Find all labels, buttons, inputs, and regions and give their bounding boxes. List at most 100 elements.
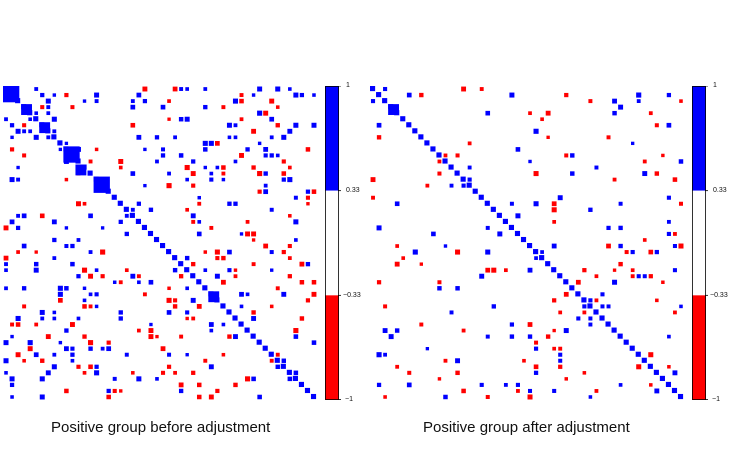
diagonal-cell: [196, 279, 202, 285]
positive-correlation-cell: [642, 274, 647, 279]
colorbar-segment-positive: [325, 86, 339, 191]
positive-correlation-cell: [64, 141, 69, 146]
positive-correlation-cell: [287, 128, 293, 134]
positive-correlation-cell: [672, 268, 677, 273]
positive-correlation-cell: [631, 141, 635, 146]
positive-correlation-cell: [269, 207, 274, 212]
positive-correlation-cell: [15, 225, 21, 231]
positive-correlation-cell: [281, 134, 287, 140]
positive-correlation-cell: [137, 280, 141, 285]
diagonal-cell: [147, 230, 154, 237]
positive-correlation-cell: [594, 165, 599, 170]
negative-correlation-cell: [118, 159, 124, 164]
positive-correlation-cell: [467, 165, 472, 170]
negative-correlation-cell: [383, 304, 388, 309]
positive-correlation-cell: [515, 147, 521, 152]
positive-correlation-cell: [40, 316, 45, 321]
negative-correlation-cell: [106, 394, 111, 400]
diagonal-cell: [587, 303, 593, 309]
colorbar-after: [692, 86, 708, 400]
positive-correlation-cell: [100, 346, 105, 351]
positive-correlation-cell: [34, 111, 39, 115]
positive-correlation-cell: [509, 201, 514, 206]
diagonal-cell: [671, 387, 678, 394]
positive-correlation-cell: [612, 98, 617, 104]
diagonal-cell: [490, 206, 496, 212]
positive-correlation-cell: [449, 183, 454, 188]
negative-correlation-cell: [215, 388, 220, 394]
diagonal-cell: [190, 273, 196, 279]
correlation-block: [208, 291, 220, 303]
positive-correlation-cell: [678, 159, 684, 164]
positive-correlation-cell: [227, 201, 232, 206]
positive-correlation-cell: [190, 297, 196, 303]
positive-correlation-cell: [287, 376, 293, 382]
positive-correlation-cell: [588, 395, 593, 399]
diagonal-cell: [533, 249, 539, 255]
negative-correlation-cell: [630, 268, 635, 273]
positive-correlation-cell: [185, 87, 190, 91]
positive-correlation-cell: [214, 273, 220, 279]
positive-correlation-cell: [227, 268, 232, 273]
negative-correlation-cell: [209, 225, 214, 230]
negative-correlation-cell: [305, 195, 310, 200]
negative-correlation-cell: [251, 238, 256, 242]
positive-correlation-cell: [209, 177, 214, 182]
negative-correlation-cell: [275, 123, 280, 128]
positive-correlation-cell: [184, 255, 190, 261]
positive-correlation-cell: [46, 111, 51, 116]
diagonal-cell: [430, 146, 436, 152]
diagonal-cell: [454, 170, 460, 176]
positive-correlation-cell: [82, 298, 87, 303]
positive-correlation-cell: [672, 370, 678, 376]
diagonal-cell: [629, 345, 635, 351]
diagonal-cell: [551, 267, 557, 273]
positive-correlation-cell: [455, 358, 461, 364]
negative-correlation-cell: [504, 268, 508, 273]
negative-correlation-cell: [461, 388, 466, 394]
negative-correlation-cell: [612, 268, 617, 272]
positive-correlation-cell: [185, 353, 189, 357]
diagonal-cell: [57, 140, 63, 146]
positive-correlation-cell: [263, 171, 268, 176]
diagonal-cell: [376, 92, 382, 98]
positive-correlation-cell: [509, 92, 515, 98]
positive-correlation-cell: [161, 147, 166, 152]
positive-correlation-cell: [15, 315, 21, 322]
positive-correlation-cell: [551, 243, 557, 249]
negative-correlation-cell: [575, 279, 581, 285]
positive-correlation-cell: [94, 364, 99, 369]
positive-correlation-cell: [497, 231, 503, 237]
negative-correlation-cell: [281, 249, 286, 255]
negative-correlation-cell: [233, 268, 238, 272]
diagonal-cell: [593, 309, 599, 315]
diagonal-cell: [677, 393, 684, 400]
positive-correlation-cell: [588, 298, 593, 303]
positive-correlation-cell: [293, 195, 298, 200]
negative-correlation-cell: [594, 274, 599, 279]
negative-correlation-cell: [522, 358, 526, 363]
negative-correlation-cell: [100, 274, 105, 279]
negative-correlation-cell: [299, 316, 305, 321]
negative-correlation-cell: [191, 219, 196, 224]
positive-correlation-cell: [203, 268, 208, 272]
negative-correlation-cell: [215, 256, 220, 261]
negative-correlation-cell: [142, 292, 147, 297]
diagonal-cell: [382, 98, 388, 104]
positive-correlation-cell: [46, 105, 51, 110]
negative-correlation-cell: [299, 261, 305, 267]
negative-correlation-cell: [287, 256, 292, 260]
positive-correlation-cell: [118, 316, 123, 321]
negative-correlation-cell: [239, 117, 244, 122]
negative-correlation-cell: [22, 358, 26, 363]
negative-correlation-cell: [251, 128, 257, 134]
positive-correlation-cell: [190, 213, 196, 219]
positive-correlation-cell: [118, 219, 123, 224]
positive-correlation-cell: [130, 207, 135, 212]
positive-correlation-cell: [666, 92, 672, 98]
positive-correlation-cell: [233, 334, 238, 340]
positive-correlation-cell: [4, 371, 8, 375]
negative-correlation-cell: [257, 171, 263, 177]
negative-correlation-cell: [245, 219, 250, 224]
diagonal-cell: [280, 363, 286, 369]
